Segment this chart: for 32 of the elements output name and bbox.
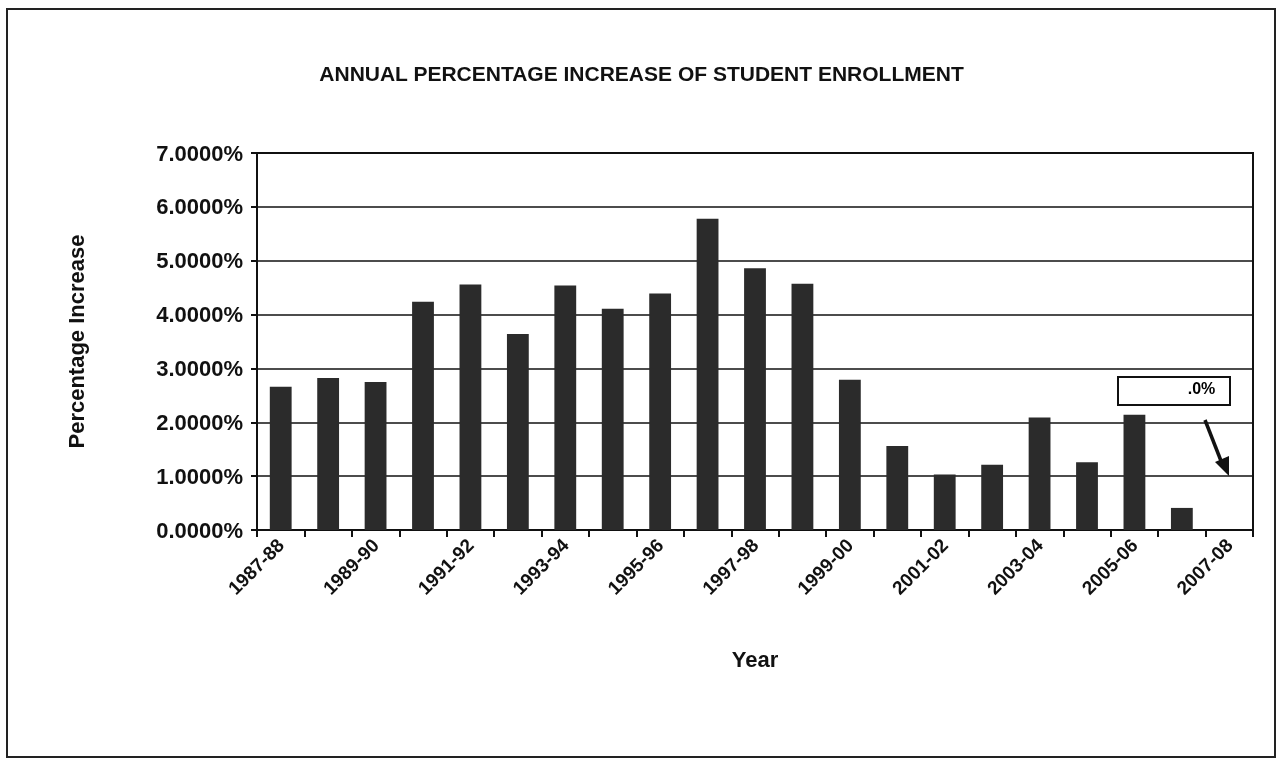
bar: [1076, 462, 1098, 530]
bar: [838, 379, 861, 530]
y-tick-label: 5.0000%: [156, 248, 243, 274]
y-tick-label: 0.0000%: [156, 517, 243, 543]
y-tick-label: 2.0000%: [156, 409, 243, 435]
bar: [1123, 414, 1146, 530]
y-tick-label: 3.0000%: [156, 355, 243, 381]
bar: [554, 285, 577, 530]
y-tick-label: 6.0000%: [156, 194, 243, 220]
bar: [412, 301, 434, 530]
bar: [696, 218, 719, 530]
bar: [981, 464, 1004, 530]
callout-box: .0%: [1117, 376, 1232, 406]
y-tick-label: 7.0000%: [156, 140, 243, 166]
bar: [364, 381, 387, 530]
chart-title: ANNUAL PERCENTAGE INCREASE OF STUDENT ENROLLMENT: [319, 62, 964, 85]
x-axis-title: Year: [731, 646, 779, 672]
y-tick-label: 1.0000%: [156, 463, 243, 489]
bar: [744, 268, 766, 530]
bar: [886, 445, 909, 530]
bar: [933, 474, 956, 530]
bar: [506, 333, 529, 530]
bar: [1170, 507, 1193, 530]
bar: [459, 284, 482, 530]
bar: [601, 308, 624, 530]
bar: [269, 386, 292, 530]
y-axis-title: Percentage Increase: [63, 234, 89, 449]
bar: [317, 378, 340, 530]
y-tick-label: 4.0000%: [156, 302, 243, 328]
bar: [791, 283, 814, 530]
bar: [1028, 417, 1051, 530]
bar: [649, 293, 672, 530]
